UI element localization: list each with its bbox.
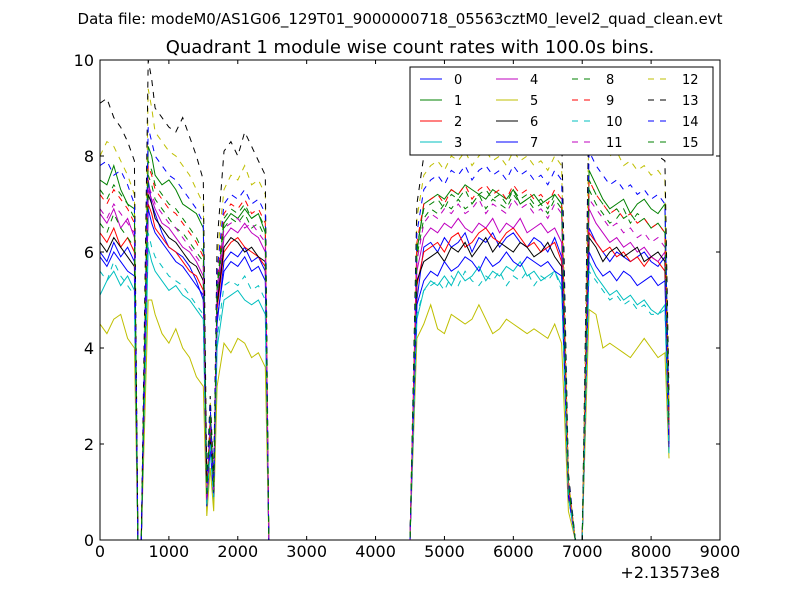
- x-tick-label: 7000: [562, 542, 603, 561]
- axes-frame: [99, 59, 721, 541]
- legend-label-14: 14: [682, 115, 699, 130]
- legend-label-11: 11: [606, 136, 623, 151]
- legend-label-12: 12: [682, 73, 699, 88]
- x-tick-label: 1000: [149, 542, 190, 561]
- series-line-5: [100, 299, 670, 540]
- y-tick-label: 0: [84, 531, 94, 550]
- suptitle: Data file: modeM0/AS1G06_129T01_90000007…: [78, 10, 723, 29]
- series-line-13: [100, 60, 670, 540]
- legend-label-15: 15: [682, 136, 699, 151]
- y-tick-label: 10: [74, 51, 94, 70]
- x-tick-label: 8000: [631, 542, 672, 561]
- x-tick-label: 4000: [355, 542, 396, 561]
- legend-label-7: 7: [530, 136, 538, 151]
- legend-box: [409, 66, 714, 156]
- y-tick-label: 8: [84, 147, 94, 166]
- legend-label-9: 9: [606, 94, 614, 109]
- series-line-15: [100, 160, 670, 540]
- legend-label-8: 8: [606, 73, 614, 88]
- legend-label-3: 3: [454, 136, 462, 151]
- legend-label-6: 6: [530, 115, 538, 130]
- x-tick-label: 6000: [493, 542, 534, 561]
- legend-label-13: 13: [682, 94, 699, 109]
- x-tick-label: 9000: [700, 542, 741, 561]
- chart-title: Quadrant 1 module wise count rates with …: [166, 37, 655, 58]
- x-tick-label: 5000: [424, 542, 465, 561]
- legend-label-5: 5: [530, 94, 538, 109]
- series-line-7: [100, 208, 670, 540]
- legend-label-4: 4: [530, 73, 538, 88]
- x-tick-label: 2000: [217, 542, 258, 561]
- plot-area: 0 1000 2000 3000 4000 5000 6000 7000 8000 9000 0 2 4…: [74, 51, 741, 561]
- series-group: [100, 60, 670, 540]
- legend-label-10: 10: [606, 115, 623, 130]
- x-tick-label: 0: [95, 542, 105, 561]
- x-tick-label: 3000: [286, 542, 327, 561]
- y-tick-label: 6: [84, 243, 94, 262]
- x-offset-label: +2.13573e8: [620, 563, 720, 582]
- y-tick-label: 2: [84, 435, 94, 454]
- series-line-10: [100, 232, 670, 540]
- legend-label-0: 0: [454, 73, 462, 88]
- legend-label-1: 1: [454, 94, 462, 109]
- y-tick-label: 4: [84, 339, 94, 358]
- legend-label-2: 2: [454, 115, 462, 130]
